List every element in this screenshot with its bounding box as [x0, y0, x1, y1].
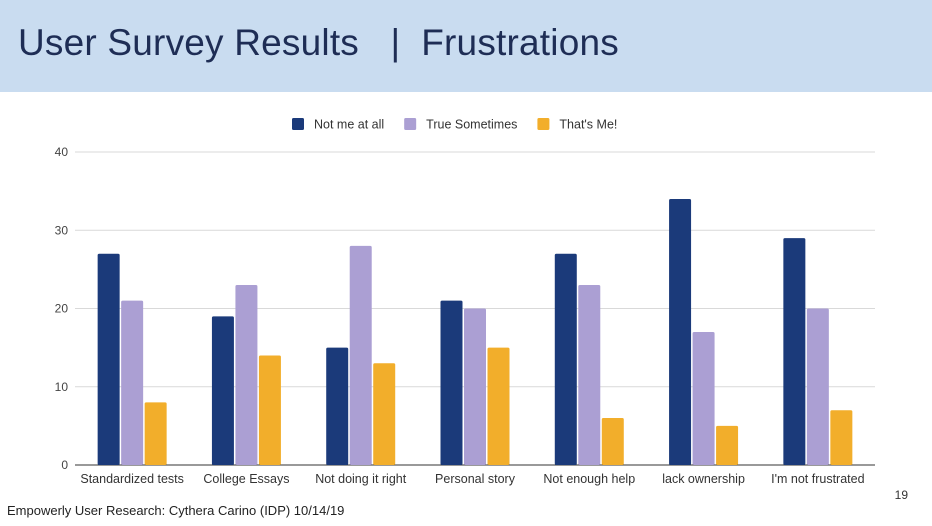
y-tick-label: 20 [55, 302, 69, 316]
legend-label: True Sometimes [426, 118, 517, 132]
bar [554, 253, 577, 465]
bar [783, 238, 806, 465]
legend-label: Not me at all [314, 118, 384, 132]
category-label: lack ownership [662, 472, 745, 486]
bars [97, 198, 853, 465]
bar [487, 347, 510, 465]
bar [440, 300, 463, 465]
slide-title: User Survey Results | Frustrations [18, 22, 619, 63]
bar-chart: Not me at all True Sometimes That's Me! 0 1… [55, 118, 875, 486]
bar [830, 410, 853, 465]
footer-credit: Empowerly User Research: Cythera Carino … [7, 503, 345, 518]
category-label: Personal story [435, 472, 516, 486]
bar [692, 331, 715, 465]
bar [349, 245, 372, 465]
bar [97, 253, 120, 465]
y-axis-ticks: 0 10 20 30 40 [55, 145, 69, 472]
bar [235, 285, 258, 465]
y-tick-label: 40 [55, 145, 69, 159]
bar [464, 308, 486, 465]
legend: Not me at all True Sometimes That's Me! [292, 118, 617, 132]
bar [806, 308, 829, 465]
category-label: Not enough help [543, 472, 635, 486]
bar [669, 198, 692, 465]
legend-swatch [292, 118, 304, 130]
legend-swatch [404, 118, 417, 130]
x-axis-categories: Standardized tests College Essays Not doin… [80, 472, 864, 486]
bar [716, 425, 739, 465]
bar [373, 363, 396, 465]
bar [601, 418, 624, 465]
category-label: Standardized tests [80, 472, 184, 486]
category-label: I'm not frustrated [771, 472, 864, 486]
bar [211, 316, 234, 465]
slide-number: 19 [894, 488, 908, 502]
category-label: College Essays [203, 472, 289, 486]
category-label: Not doing it right [315, 472, 407, 486]
bar [121, 300, 144, 465]
y-tick-label: 10 [55, 380, 69, 394]
bar [144, 402, 167, 465]
bar [258, 355, 281, 465]
bar [326, 347, 349, 465]
y-tick-label: 30 [55, 223, 69, 237]
bar [578, 285, 601, 465]
title-banner: User Survey Results | Frustrations [0, 0, 932, 92]
legend-label: That's Me! [559, 118, 617, 132]
y-tick-label: 0 [61, 458, 68, 472]
legend-swatch [537, 118, 550, 130]
